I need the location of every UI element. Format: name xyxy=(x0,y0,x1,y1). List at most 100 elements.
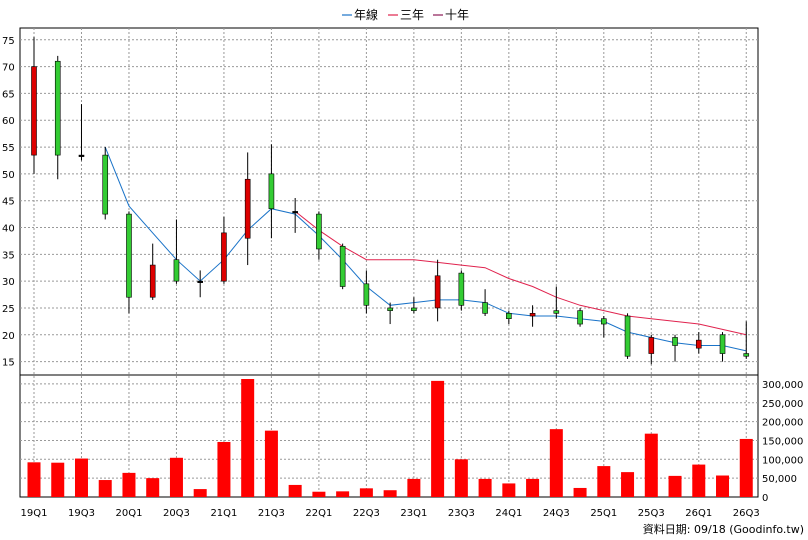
legend-label-ma1: 年線 xyxy=(354,7,378,22)
candle xyxy=(221,216,227,284)
candle xyxy=(268,144,275,239)
price-axis: 15 20 25 30 35 40 45 50 55 60 65 70 75 xyxy=(2,36,15,369)
candle-body xyxy=(577,310,583,325)
x-tick-label: 26Q1 xyxy=(685,508,712,519)
volume-bar xyxy=(122,472,136,497)
candle xyxy=(601,316,607,338)
candle xyxy=(672,334,678,362)
x-tick-label: 25Q3 xyxy=(638,508,665,519)
x-tick-label: 19Q1 xyxy=(21,508,48,519)
candle xyxy=(458,270,465,311)
volume-bar xyxy=(359,488,373,497)
candle xyxy=(316,211,322,260)
volume-bar xyxy=(27,462,41,497)
volume-bar xyxy=(621,472,635,497)
price-tick-label: 45 xyxy=(2,197,15,208)
x-tick-label: 20Q1 xyxy=(115,508,142,519)
price-tick-label: 70 xyxy=(2,63,15,74)
candle-body xyxy=(316,213,322,250)
candle xyxy=(719,332,726,362)
candle xyxy=(173,219,180,284)
volume-bar xyxy=(478,478,492,497)
volume-bar xyxy=(241,379,255,497)
volume-bar xyxy=(644,433,658,497)
volume-axis: 0 50,000 100,000 150,000 200,000 250,000 300,0… xyxy=(762,380,803,504)
candle xyxy=(529,305,536,327)
volume-bar xyxy=(431,380,445,497)
x-tick-label: 21Q3 xyxy=(258,508,285,519)
candle xyxy=(553,286,560,319)
ma-line-three-year xyxy=(294,211,747,336)
x-tick-label: 21Q1 xyxy=(210,508,237,519)
price-tick-label: 50 xyxy=(2,170,15,181)
x-tick-label: 22Q1 xyxy=(305,508,332,519)
candle-body xyxy=(339,245,346,287)
x-tick-label: 23Q3 xyxy=(448,508,475,519)
price-tick-label: 40 xyxy=(2,224,15,235)
volume-bar xyxy=(169,457,183,497)
volume-bar xyxy=(288,484,302,497)
candle-body xyxy=(743,353,750,357)
volume-bar xyxy=(264,430,278,497)
candle xyxy=(506,310,512,325)
volume-bar xyxy=(668,475,682,497)
price-tick-label: 55 xyxy=(2,143,15,154)
x-tick-label: 20Q3 xyxy=(163,508,190,519)
volume-bar xyxy=(383,490,397,497)
x-tick-label: 26Q3 xyxy=(733,508,760,519)
volume-bars xyxy=(27,379,753,497)
candle-body xyxy=(173,259,180,282)
candle xyxy=(695,332,702,354)
volume-tick-label: 0 xyxy=(762,493,768,504)
candle-body xyxy=(126,213,132,298)
legend-label-ma10: 十年 xyxy=(445,8,469,22)
candle xyxy=(31,37,37,174)
candle xyxy=(482,289,488,317)
candle xyxy=(624,313,631,359)
source-note: 資料日期: 09/18 (Goodinfo.tw) xyxy=(643,522,804,536)
price-tick-label: 35 xyxy=(2,250,15,261)
volume-tick-label: 150,000 xyxy=(762,436,803,447)
price-tick-label: 75 xyxy=(2,36,15,47)
candle-body xyxy=(197,280,203,283)
candle xyxy=(126,211,132,314)
candle-body xyxy=(78,154,85,157)
legend: 年線 三年 十年 xyxy=(342,7,469,22)
x-tick-label: 25Q1 xyxy=(590,508,617,519)
volume-bar xyxy=(51,462,65,497)
candle-body xyxy=(221,232,227,282)
volume-tick-label: 100,000 xyxy=(762,455,803,466)
price-tick-label: 65 xyxy=(2,89,15,100)
legend-label-ma3: 三年 xyxy=(400,8,424,22)
volume-bar xyxy=(549,429,563,497)
price-tick-label: 30 xyxy=(2,277,15,288)
candle xyxy=(387,302,393,325)
moving-average-lines xyxy=(104,146,747,352)
x-tick-label: 24Q3 xyxy=(543,508,570,519)
volume-bar xyxy=(193,489,207,497)
volume-bar xyxy=(146,478,160,497)
volume-bar xyxy=(74,458,88,497)
candle xyxy=(244,152,251,266)
candle xyxy=(743,321,750,359)
candle-body xyxy=(482,302,488,314)
volume-bar xyxy=(573,487,587,497)
volume-bar xyxy=(454,459,468,497)
volume-bar xyxy=(739,438,753,497)
candle-body xyxy=(648,337,655,354)
volume-bar xyxy=(692,464,706,497)
price-tick-label: 20 xyxy=(2,331,15,342)
volume-tick-label: 300,000 xyxy=(762,380,803,391)
candle-body xyxy=(292,211,298,214)
price-tick-label: 60 xyxy=(2,116,15,127)
candle xyxy=(102,147,109,220)
volume-bar xyxy=(407,478,421,497)
candle-body xyxy=(411,307,417,311)
candle xyxy=(54,55,61,180)
candle xyxy=(197,270,203,298)
candle xyxy=(577,307,583,327)
candle-body xyxy=(149,264,156,298)
x-tick-label: 23Q1 xyxy=(400,508,427,519)
candle xyxy=(149,243,156,300)
